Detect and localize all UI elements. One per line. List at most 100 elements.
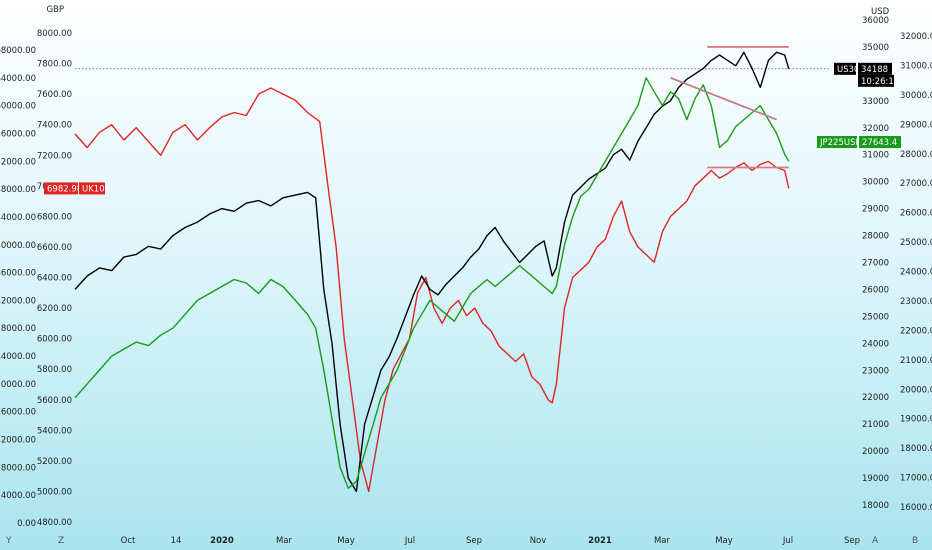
right-outer-tick-13: 19000.0	[900, 415, 932, 425]
right-inner-tick-6: 30000	[862, 178, 889, 188]
corner-a-label[interactable]: A	[872, 536, 879, 546]
right-inner-tick-10: 26000	[862, 285, 889, 295]
left-axis-inner: 8000.007800.007600.007400.007200.007000.…	[37, 5, 72, 528]
jp225-name-tag-text: JP225USD	[819, 138, 862, 148]
left-inner-tick-3: 7400.00	[37, 121, 72, 131]
left-inner-tick-15: 5000.00	[37, 487, 72, 497]
left-inner-tick-1: 7800.00	[37, 60, 72, 70]
left-outer-tick-12: 20000.00	[0, 380, 36, 390]
left-outer-tick-11: 24000.00	[0, 352, 36, 362]
left-outer-tick-2: 60000.00	[0, 102, 36, 112]
x-tick-5: Jul	[404, 536, 415, 546]
right-inner-tick-4: 32000	[862, 124, 889, 134]
price-tags: 6982.98 UK100 US30 34188 10:26:17 JP225USD 276…	[44, 62, 901, 195]
right-outer-tick-0: 32000.0	[900, 32, 932, 42]
right-inner-tick-0: 36000	[862, 16, 889, 26]
jp225-name-tag: JP225USD	[817, 136, 862, 148]
left-outer-tick-16: 4000.00	[1, 491, 36, 501]
trendline-0[interactable]	[670, 76, 777, 121]
right-outer-tick-15: 17000.0	[900, 474, 932, 484]
x-tick-1: 14	[171, 536, 182, 546]
x-tick-10: May	[715, 536, 733, 546]
left-outer-tick-0: 68000.00	[0, 46, 36, 56]
jp225-value-tag: 27643.4	[859, 136, 901, 148]
left-inner-tick-10: 6000.00	[37, 335, 72, 345]
x-axis: Oct 14 2020 Mar May Jul Sep Nov 2021 Mar May Jul Sep	[121, 536, 860, 546]
right-axis-outer: 32000.0 31000.0 30000.0 29000.0 28000.0 27000…	[900, 32, 932, 513]
left-inner-tick-12: 5600.00	[37, 396, 72, 406]
us30-name-tag-bg	[834, 62, 856, 75]
left-inner-tick-9: 6200.00	[37, 304, 72, 314]
left-outer-tick-7: 40000.00	[0, 241, 36, 251]
left-inner-tick-8: 6400.00	[37, 274, 72, 284]
right-outer-tick-16: 16000.0	[900, 503, 932, 513]
uk100-value-tag-bg	[44, 182, 78, 195]
right-inner-tick-12: 24000	[862, 339, 889, 349]
right-outer-tick-11: 21000.0	[900, 356, 932, 366]
left-outer-tick-8: 36000.00	[0, 269, 36, 279]
left-inner-tick-16: 4800.00	[37, 518, 72, 528]
left-outer-tick-13: 16000.00	[0, 408, 36, 418]
right-outer-tick-9: 23000.0	[900, 297, 932, 307]
us30-time-tag: 10:26:17	[858, 74, 899, 87]
left-outer-tick-9: 32000.00	[0, 296, 36, 306]
right-outer-tick-8: 24000.0	[900, 268, 932, 278]
left-inner-tick-4: 7200.00	[37, 151, 72, 161]
right-inner-tick-16: 20000	[862, 447, 889, 457]
left-outer-tick-10: 28000.00	[0, 324, 36, 334]
right-inner-tick-1: 35000	[862, 43, 889, 53]
left-outer-tick-3: 56000.00	[0, 129, 36, 139]
jp225-value-tag-text: 27643.4	[862, 138, 897, 148]
us30-time-tag-text: 10:26:17	[861, 77, 899, 87]
uk100-value-tag-text: 6982.98	[47, 184, 82, 194]
left-outer-tick-4: 52000.00	[0, 157, 36, 167]
left-outer-tick-1: 64000.00	[0, 74, 36, 84]
left-inner-tick-13: 5400.00	[37, 426, 72, 436]
uk100-name-tag: UK100	[79, 182, 110, 195]
us30-value-tag-text: 34188	[861, 65, 888, 75]
series-line-us30	[74, 51, 790, 493]
trendlines	[670, 46, 789, 169]
right-outer-tick-2: 30000.0	[900, 91, 932, 101]
left-inner-tick-2: 7600.00	[37, 90, 72, 100]
right-outer-tick-4: 28000.0	[900, 150, 932, 160]
left-inner-unit: GBP	[46, 5, 64, 15]
x-tick-9: Mar	[654, 536, 671, 546]
right-outer-tick-3: 29000.0	[900, 120, 932, 130]
right-inner-tick-18: 18000	[862, 501, 889, 511]
right-inner-tick-17: 19000	[862, 474, 889, 484]
corner-z-label[interactable]: Z	[58, 536, 65, 546]
right-outer-tick-14: 18000.0	[900, 444, 932, 454]
right-outer-tick-6: 26000.0	[900, 209, 932, 219]
left-outer-tick-17: 0.00	[17, 519, 36, 529]
jp225-value-tag-bg	[859, 136, 901, 148]
left-inner-tick-0: 8000.00	[37, 29, 72, 39]
jp225-name-tag-bg	[817, 136, 857, 148]
left-outer-tick-5: 48000.00	[0, 185, 36, 195]
right-inner-tick-8: 28000	[862, 232, 889, 242]
right-inner-tick-9: 27000	[862, 259, 889, 269]
x-tick-7: Nov	[530, 536, 547, 546]
left-outer-tick-14: 12000.00	[0, 436, 36, 446]
left-inner-tick-6: 6800.00	[37, 212, 72, 222]
right-outer-tick-1: 31000.0	[900, 61, 932, 71]
us30-time-tag-bg	[858, 74, 894, 87]
corner-y-label[interactable]: Y	[6, 536, 12, 546]
left-axis-outer: 68000.00 64000.00 60000.00 56000.00 52000.00…	[0, 46, 36, 529]
series-lines	[74, 51, 790, 493]
us30-value-tag: 34188	[858, 62, 892, 75]
x-tick-12: Sep	[844, 536, 860, 546]
right-outer-tick-12: 20000.0	[900, 385, 932, 395]
us30-value-tag-bg	[858, 62, 892, 75]
corner-b-label[interactable]: B	[912, 536, 919, 546]
right-inner-tick-7: 29000	[862, 205, 889, 215]
right-inner-tick-14: 22000	[862, 393, 889, 403]
x-tick-6: Sep	[466, 536, 482, 546]
x-tick-4: May	[337, 536, 355, 546]
left-inner-tick-14: 5200.00	[37, 457, 72, 467]
uk100-name-tag-bg	[79, 182, 105, 195]
right-inner-tick-13: 23000	[862, 366, 889, 376]
x-tick-2: 2020	[210, 536, 234, 546]
